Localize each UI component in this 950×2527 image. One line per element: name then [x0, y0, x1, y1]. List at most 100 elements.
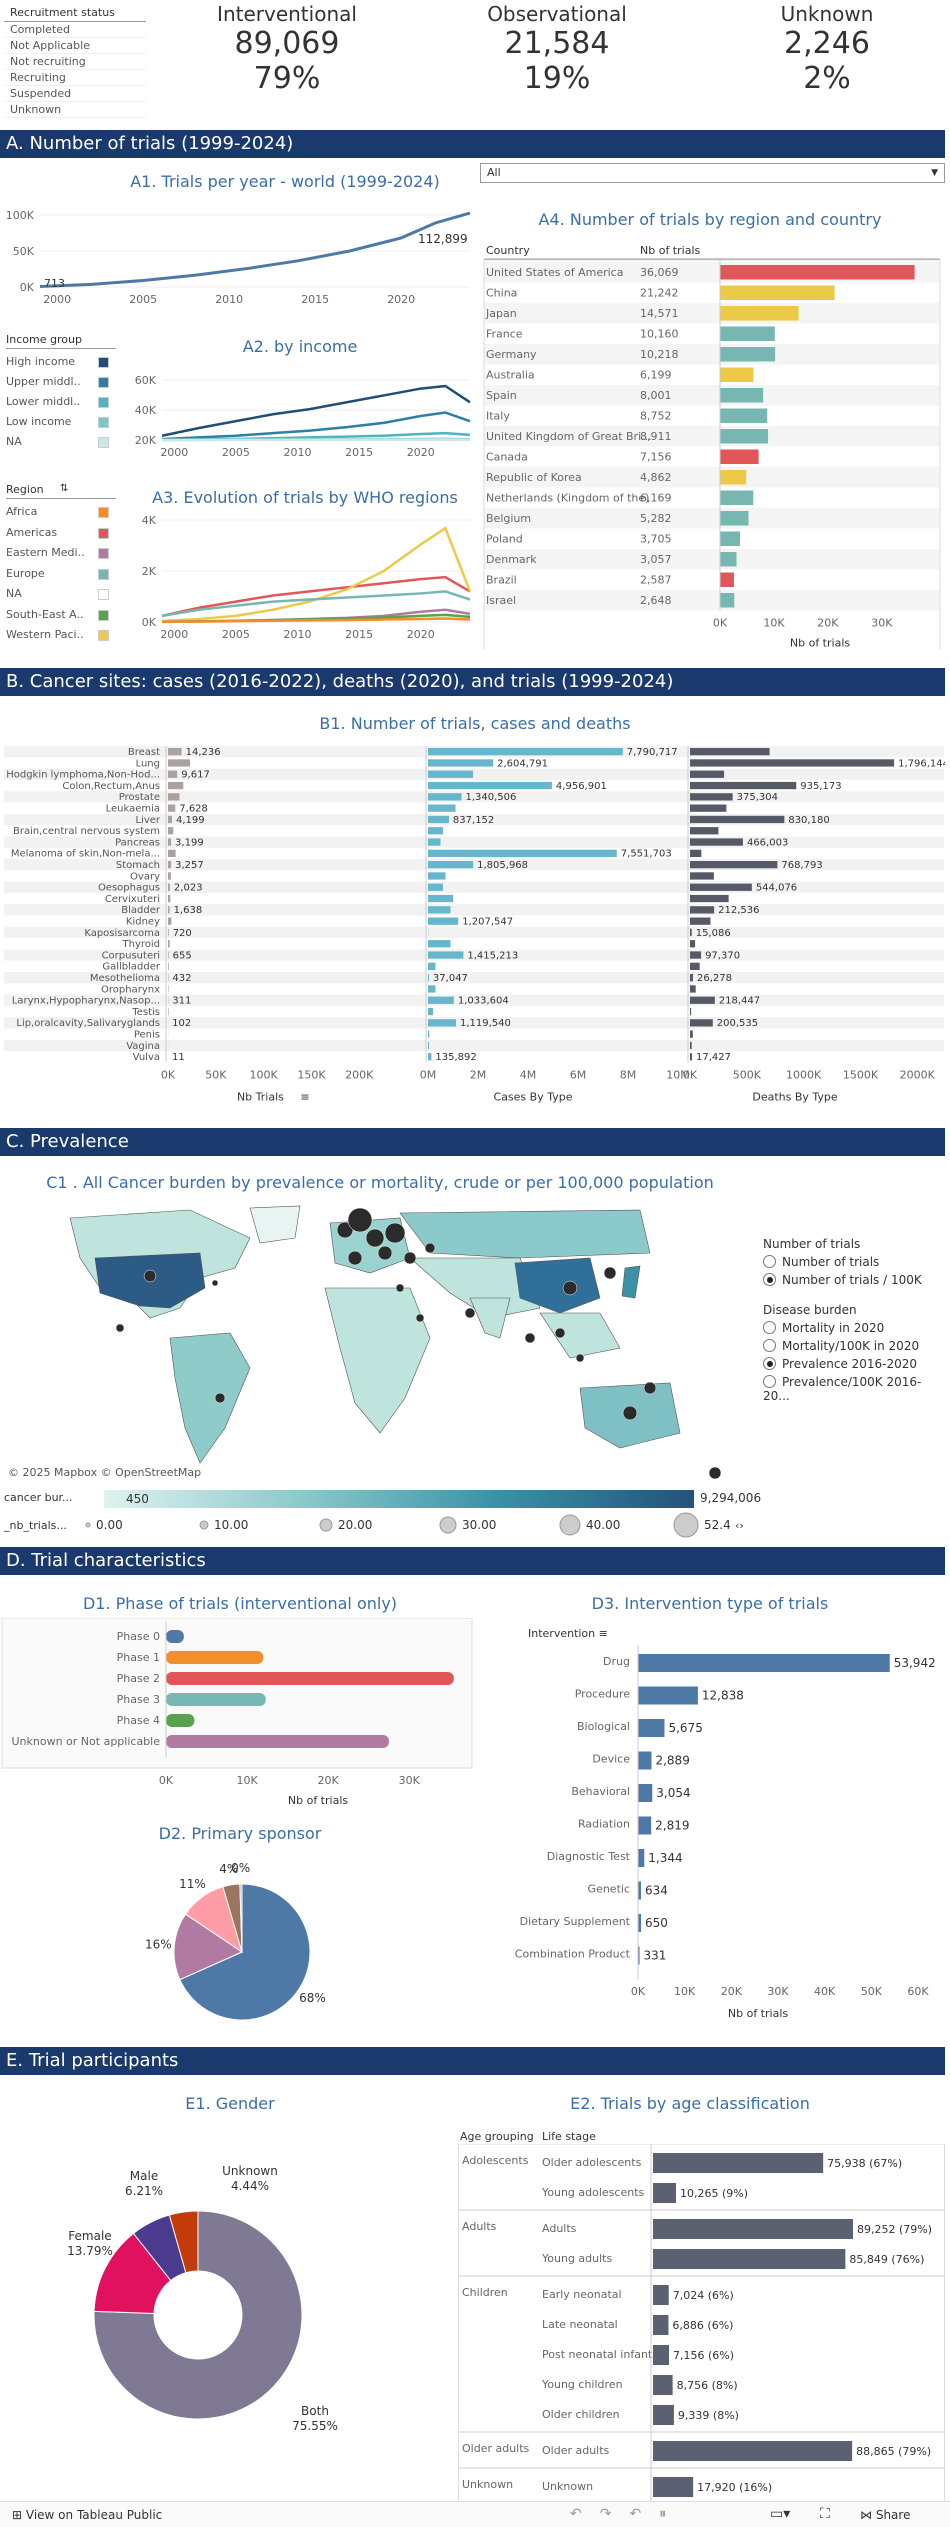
e2-group-label: Older adults [462, 2442, 530, 2455]
region-legend-item[interactable]: Americas [6, 526, 109, 539]
recruitment-item[interactable]: Recruiting [4, 70, 146, 86]
d3-type-label: Drug [603, 1655, 630, 1668]
b1-deaths-label: 97,370 [705, 950, 740, 961]
b1-deaths-bar [690, 759, 895, 767]
label-male: Male 6.21% [125, 2169, 163, 2198]
b1-trials-label: 432 [172, 973, 191, 984]
recruitment-item[interactable]: Unknown [4, 102, 146, 118]
size-legend-circle [439, 1516, 457, 1534]
b1-cases-bar [428, 793, 462, 801]
recruitment-item[interactable]: Suspended [4, 86, 146, 102]
b1-cases-label: 135,892 [435, 1052, 476, 1063]
nb-trials-option[interactable]: Number of trials / 100K [763, 1273, 943, 1287]
b1-cases-bar [428, 1041, 429, 1050]
region-legend-item[interactable]: Western Paci.. [6, 628, 109, 641]
income-legend-item[interactable]: NA [6, 435, 109, 448]
d3-header[interactable]: Intervention ≡ [528, 1627, 608, 1640]
b1-trials-bar [168, 815, 173, 824]
a4-bar [720, 449, 759, 464]
d2-pie-chart: 68% 16% 11% 4%0% [145, 1861, 326, 2021]
d3-bar-chart: Drug 53,942 Procedure 12,838 Biological 5,675… [515, 1645, 936, 2020]
region-legend-label: Africa [6, 505, 38, 518]
b1-trials-bar [168, 906, 170, 914]
e2-group-label: Adolescents [462, 2154, 529, 2167]
kpi-percent: 19% [523, 61, 591, 96]
income-legend-label: Lower middl.. [6, 395, 81, 408]
disease-burden-radio-icon [763, 1321, 776, 1334]
income-legend-item[interactable]: Lower middl.. [6, 395, 109, 408]
a4-row-bg [484, 385, 940, 406]
trial-bubble [115, 1323, 125, 1333]
trial-bubble [395, 1283, 405, 1293]
recruitment-item[interactable]: Not Applicable [4, 38, 146, 54]
d1-axis-title: Nb of trials [288, 1794, 348, 1807]
region-legend-item[interactable]: Europe [6, 566, 109, 580]
view-on-tableau-link[interactable]: ⊞ View on Tableau Public [12, 2508, 163, 2522]
disease-burden-option[interactable]: Mortality/100K in 2020 [763, 1339, 943, 1353]
a4-bar [720, 367, 754, 382]
fullscreen-icon[interactable]: ⛶ [820, 2506, 830, 2522]
b1-deaths-bar [690, 1007, 692, 1016]
y-tick-label: 60K [135, 374, 157, 387]
b1-trials-label: 3,199 [175, 837, 204, 848]
income-legend-swatch [98, 357, 109, 368]
b1-trials-bar [168, 872, 171, 880]
x-tick-label: 50K [205, 1068, 227, 1081]
recruitment-item[interactable]: Not recruiting [4, 54, 146, 70]
b1-cancer-label: Thyroid [122, 939, 161, 950]
d3-type-label: Biological [577, 1720, 630, 1733]
tableau-icon: ⊞ [12, 2508, 23, 2522]
disease-burden-option[interactable]: Mortality in 2020 [763, 1321, 943, 1335]
x-tick-label: 10K [674, 1985, 696, 1998]
revert-icon[interactable]: ↶ [629, 2506, 660, 2522]
b1-deaths-bar [690, 1019, 713, 1027]
b1-cases-label: 1,207,547 [462, 917, 513, 928]
d3-value-label: 5,675 [668, 1721, 702, 1735]
b1-cases-bar [428, 827, 443, 835]
a4-bar [720, 429, 769, 444]
income-legend-item[interactable]: Upper middl.. [6, 375, 109, 388]
income-legend-item[interactable]: Low income [6, 415, 109, 428]
kpi-label: Interventional [217, 2, 357, 26]
income-legend-item[interactable]: High income [6, 355, 109, 368]
recruitment-item[interactable]: Completed [4, 22, 146, 38]
series-line [161, 411, 471, 441]
d2-slice-label: 11% [179, 1877, 206, 1891]
b1-cancer-label: Pancreas [115, 837, 160, 848]
d3-value-label: 3,054 [656, 1786, 690, 1800]
a4-filter-dropdown[interactable]: All ▼ [480, 163, 945, 183]
region-legend-item[interactable]: Eastern Medi.. [6, 546, 109, 559]
region-legend-item[interactable]: Africa [6, 505, 109, 518]
share-button[interactable]: ⋈ Share [860, 2508, 911, 2522]
undo-icon[interactable]: ↶ [570, 2506, 600, 2522]
b1-cancer-label: Lip,oralcavity,Salivaryglands [16, 1018, 160, 1029]
e2-value-label: 17,920 (16%) [697, 2481, 772, 2494]
redo-icon[interactable]: ↷ [599, 2506, 630, 2522]
income-legend-swatch [98, 377, 109, 388]
a3-title: A3. Evolution of trials by WHO regions [152, 488, 458, 507]
device-preview-icon[interactable]: ▭▾ [770, 2506, 791, 2522]
world-map[interactable] [0, 1198, 755, 1483]
trial-bubble [708, 1466, 722, 1480]
region-legend-label: Europe [6, 566, 45, 580]
kpi-count: 21,584 [504, 26, 610, 61]
b1-axis-title: Cases By Type [494, 1090, 573, 1103]
b1-deaths-bar [690, 906, 715, 914]
b1-cancer-label: Lung [136, 758, 160, 769]
b1-deaths-label: 15,086 [696, 928, 731, 939]
pause-icon[interactable]: ⏸ [659, 2506, 685, 2522]
disease-burden-option[interactable]: Prevalence/100K 2016-20... [763, 1375, 943, 1403]
share-icon: ⋈ [860, 2508, 872, 2522]
b1-cases-bar [428, 985, 436, 993]
map-parameters: Number of trials Number of trials Number … [763, 1237, 943, 1407]
b1-trials-label: 7,628 [179, 804, 208, 815]
disease-burden-option[interactable]: Prevalence 2016-2020 [763, 1357, 943, 1371]
nb-trials-option[interactable]: Number of trials [763, 1255, 943, 1269]
label-both: Both 75.55% [292, 2404, 338, 2433]
region-legend-item[interactable]: South-East A.. [6, 608, 109, 621]
b1-row-bg [4, 1017, 944, 1029]
e2-group-label: Adults [462, 2220, 497, 2233]
x-tick-label: 2010 [215, 293, 243, 306]
region-legend-item[interactable]: NA [6, 587, 109, 600]
a4-country-label: Canada [486, 451, 528, 464]
